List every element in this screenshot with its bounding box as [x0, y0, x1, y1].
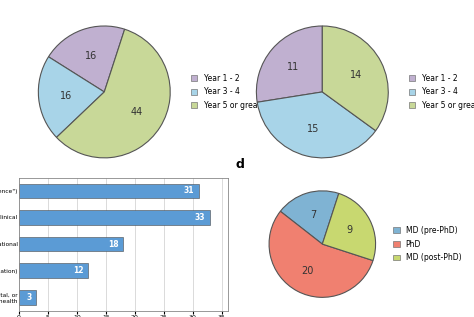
Wedge shape	[256, 26, 322, 102]
Wedge shape	[322, 26, 388, 131]
Legend: Year 1 - 2, Year 3 - 4, Year 5 or greater: Year 1 - 2, Year 3 - 4, Year 5 or greate…	[191, 73, 269, 111]
Wedge shape	[280, 191, 339, 244]
Bar	[19, 210, 210, 225]
Text: 11: 11	[287, 62, 300, 72]
Text: d: d	[236, 158, 245, 171]
Wedge shape	[48, 26, 125, 92]
Text: 31: 31	[183, 186, 194, 195]
Text: 3: 3	[27, 293, 32, 302]
Wedge shape	[269, 211, 373, 297]
Text: 16: 16	[85, 51, 97, 61]
Text: 14: 14	[350, 69, 363, 80]
Legend: MD (pre-PhD), PhD, MD (post-PhD): MD (pre-PhD), PhD, MD (post-PhD)	[393, 225, 462, 263]
Text: 33: 33	[195, 213, 206, 222]
Text: 15: 15	[307, 124, 319, 134]
Bar	[19, 237, 123, 251]
Text: 9: 9	[347, 225, 353, 235]
Text: 16: 16	[60, 91, 73, 101]
Bar	[19, 263, 89, 278]
Text: 18: 18	[108, 240, 118, 249]
Wedge shape	[257, 92, 376, 158]
Bar	[19, 184, 199, 198]
Text: 44: 44	[130, 107, 143, 117]
Wedge shape	[38, 57, 104, 137]
Bar	[19, 290, 36, 305]
Text: 7: 7	[310, 210, 317, 220]
Text: 12: 12	[73, 266, 84, 275]
Wedge shape	[56, 29, 170, 158]
Wedge shape	[322, 193, 375, 261]
Legend: Year 1 - 2, Year 3 - 4, Year 5 or greater: Year 1 - 2, Year 3 - 4, Year 5 or greate…	[409, 73, 474, 111]
Text: 20: 20	[301, 266, 314, 276]
